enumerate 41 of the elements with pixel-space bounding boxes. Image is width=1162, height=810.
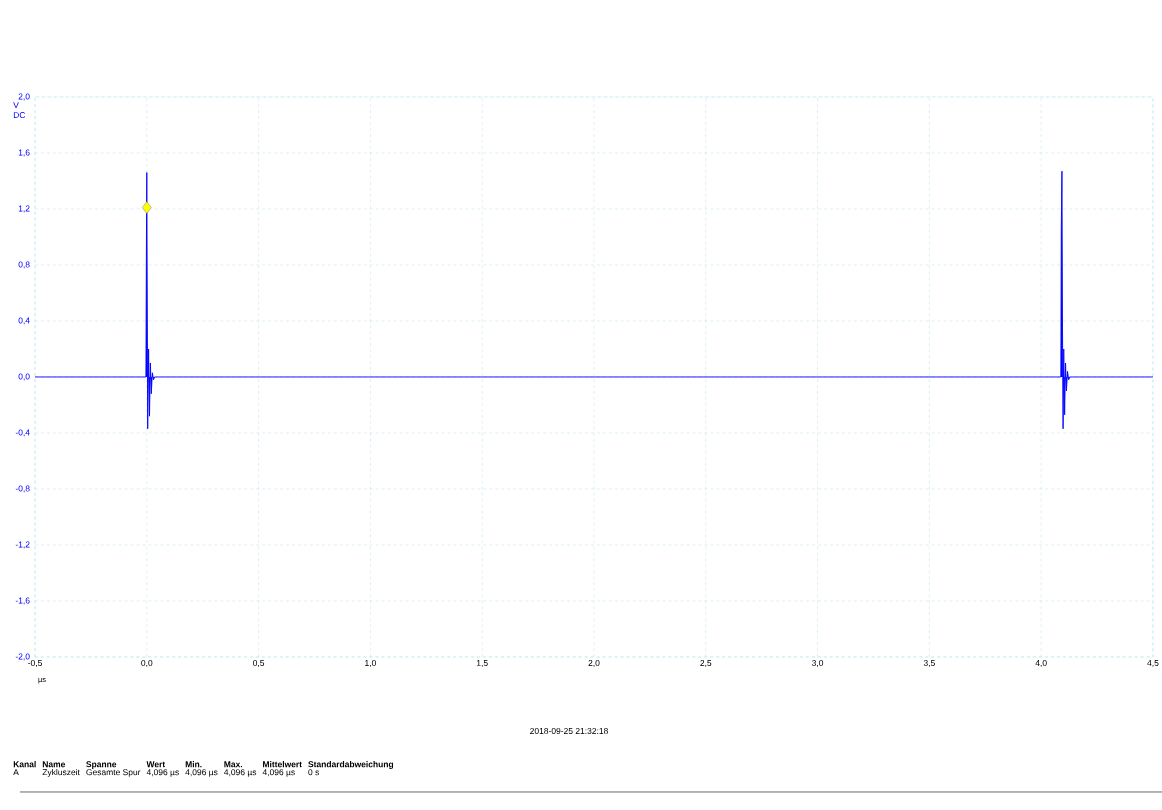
y-tick-label: 1,6 xyxy=(18,149,30,157)
x-tick-label: 0,0 xyxy=(141,660,153,667)
y-tick-label: -1,6 xyxy=(15,597,30,605)
x-tick-label: 2,5 xyxy=(700,660,712,667)
text: 4,096 µs xyxy=(262,769,295,777)
y-axis-title: V DC xyxy=(13,102,26,119)
x-tick-label: 1,0 xyxy=(365,660,376,667)
text: Max. xyxy=(224,761,243,768)
text: Mittelwert xyxy=(263,761,302,768)
y-tick-label: -2,0 xyxy=(15,653,30,661)
x-tick-label: 4,0 xyxy=(1035,660,1047,667)
x-tick-label: 2,0 xyxy=(588,660,600,667)
y-tick-label: 0,8 xyxy=(18,261,30,269)
x-tick-label: 3,5 xyxy=(923,660,935,667)
text: Wert xyxy=(146,761,166,768)
y-tick-label: -1,2 xyxy=(15,541,30,549)
text: Standardabweichung xyxy=(308,761,394,769)
text: 4,096 µs xyxy=(146,769,179,777)
text: Gesamte Spur xyxy=(86,769,141,777)
y-tick-label: 1,2 xyxy=(18,205,30,213)
y-tick-label: 0,4 xyxy=(18,317,30,325)
line-series xyxy=(34,170,1154,430)
x-tick-label: 3,0 xyxy=(812,660,824,667)
text: Spanne xyxy=(86,761,117,769)
text: 4,096 µs xyxy=(224,769,257,777)
text: Zykluszeit xyxy=(42,768,80,777)
x-tick-label: 1,5 xyxy=(476,660,488,667)
y-tick-label: -0,8 xyxy=(15,485,30,493)
text: Name xyxy=(42,761,66,768)
y-tick-label: 2,0 xyxy=(18,93,30,101)
text: Min. xyxy=(185,761,202,768)
y-tick-label: 0,0 xyxy=(18,373,30,381)
text: Kanal xyxy=(13,761,36,768)
y-tick-label: -0,4 xyxy=(15,429,30,437)
text: 4,096 µs xyxy=(185,769,218,777)
text: 2018-09-25 21:32:18 xyxy=(530,727,608,734)
text: A xyxy=(13,769,19,776)
x-tick-label: 0,5 xyxy=(253,660,265,667)
x-tick-label: -0,5 xyxy=(28,660,42,667)
text: 0 s xyxy=(308,769,319,776)
x-tick-label: 4,5 xyxy=(1147,660,1159,667)
